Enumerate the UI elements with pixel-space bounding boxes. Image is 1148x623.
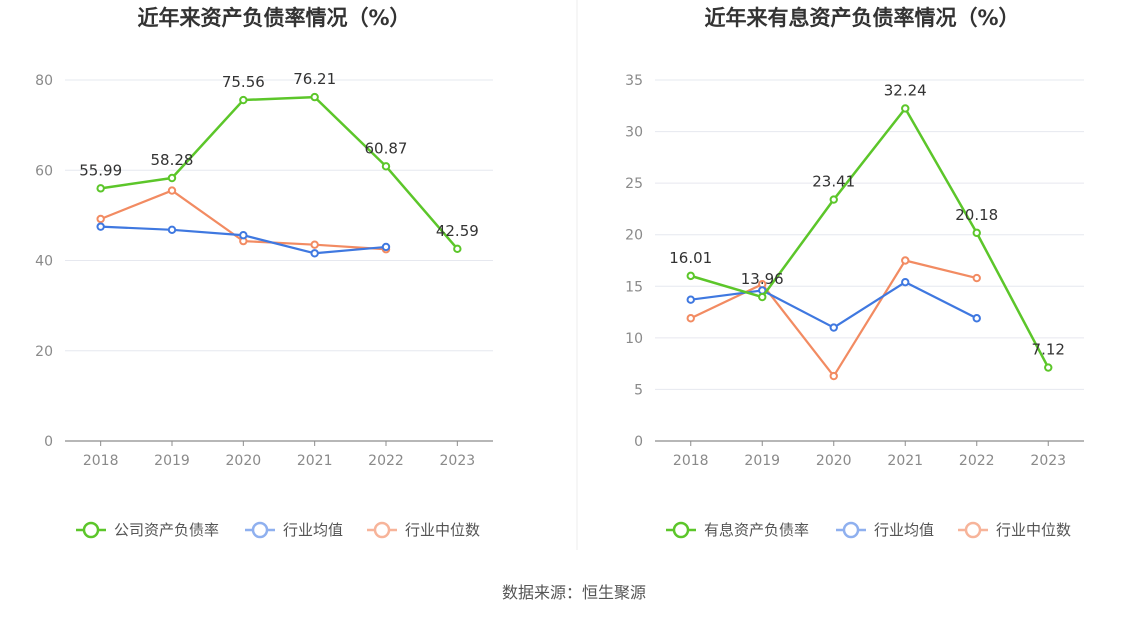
y-tick-label: 35 (625, 73, 643, 89)
y-tick-label: 30 (625, 125, 643, 141)
legend-swatch-marker (672, 521, 690, 539)
series-line-1 (690, 107, 1050, 369)
x-tick-label: 2023 (1030, 453, 1066, 469)
legend-label: 行业均值 (874, 521, 934, 539)
data-point[interactable] (239, 95, 248, 105)
data-label: 16.01 (669, 249, 712, 267)
data-point[interactable] (686, 314, 695, 323)
x-tick-label: 2018 (83, 453, 119, 469)
data-point[interactable] (829, 195, 838, 204)
x-tick-label: 2022 (959, 453, 995, 469)
y-tick-label: 0 (44, 434, 53, 450)
y-tick-label: 0 (634, 434, 643, 450)
legend-label: 行业中位数 (405, 521, 480, 539)
y-tick-label: 15 (625, 279, 643, 295)
data-label: 58.28 (151, 151, 194, 169)
legend-swatch-marker (964, 521, 982, 539)
data-point[interactable] (972, 314, 981, 323)
source-label: 数据来源：恒生聚源 (502, 583, 646, 602)
legend-item-2[interactable]: 行业均值 (245, 521, 343, 539)
data-label: 20.18 (955, 206, 998, 224)
y-tick-label: 25 (625, 176, 643, 192)
data-point[interactable] (686, 295, 695, 304)
data-point[interactable] (167, 225, 177, 235)
y-tick-label: 60 (35, 163, 53, 179)
legend-label: 有息资产负债率 (704, 521, 809, 539)
data-label: 23.41 (812, 173, 855, 191)
data-label: 60.87 (365, 139, 408, 157)
x-tick-label: 2021 (887, 453, 923, 469)
data-label: 13.96 (741, 270, 784, 288)
x-tick-label: 2021 (297, 453, 333, 469)
data-point[interactable] (310, 249, 319, 258)
chart-title: 近年来资产负债率情况（%） (137, 6, 410, 30)
data-point[interactable] (239, 231, 248, 240)
data-point[interactable] (96, 222, 105, 231)
x-tick-label: 2020 (226, 453, 262, 469)
legend-swatch-marker (842, 521, 860, 539)
data-label: 7.12 (1032, 341, 1065, 359)
x-tick-label: 2018 (673, 453, 709, 469)
legend-item-3[interactable]: 行业中位数 (958, 521, 1071, 539)
y-tick-label: 20 (35, 344, 53, 360)
y-tick-label: 10 (625, 331, 643, 347)
data-point[interactable] (310, 240, 319, 249)
data-point[interactable] (901, 277, 910, 287)
data-point[interactable] (829, 371, 838, 381)
data-point[interactable] (829, 323, 838, 332)
data-point[interactable] (453, 244, 462, 254)
legend-item-1[interactable]: 公司资产负债率 (76, 521, 219, 539)
legend-label: 行业中位数 (996, 521, 1071, 539)
data-label: 32.24 (884, 81, 927, 99)
legend-item-2[interactable]: 行业均值 (836, 521, 934, 539)
legend-item-1[interactable]: 有息资产负债率 (666, 521, 809, 539)
data-point[interactable] (901, 104, 910, 113)
data-label: 42.59 (436, 222, 479, 240)
data-point[interactable] (310, 92, 319, 102)
data-point[interactable] (167, 186, 177, 195)
data-point[interactable] (972, 228, 981, 238)
y-tick-label: 40 (35, 254, 53, 270)
data-point[interactable] (758, 292, 767, 302)
data-point[interactable] (901, 256, 910, 265)
y-tick-label: 5 (634, 382, 643, 398)
data-label: 75.56 (222, 73, 265, 91)
legend-item-3[interactable]: 行业中位数 (367, 521, 480, 539)
data-point[interactable] (96, 184, 105, 193)
x-tick-label: 2020 (816, 453, 852, 469)
data-label: 55.99 (79, 161, 122, 179)
data-point[interactable] (686, 271, 695, 281)
x-tick-label: 2019 (744, 453, 780, 469)
legend-swatch-marker (373, 521, 391, 539)
legend-label: 公司资产负债率 (114, 521, 219, 539)
legend-swatch-marker (251, 521, 269, 539)
legend-swatch-marker (82, 521, 100, 539)
x-tick-label: 2019 (154, 453, 190, 469)
legend-label: 行业均值 (283, 521, 343, 539)
data-point[interactable] (381, 242, 391, 252)
y-tick-label: 80 (35, 73, 53, 89)
data-label: 76.21 (293, 70, 336, 88)
data-point[interactable] (167, 173, 177, 183)
x-tick-label: 2022 (368, 453, 404, 469)
series-line-1 (100, 95, 459, 250)
chart-title: 近年来有息资产负债率情况（%） (704, 6, 1019, 30)
data-point[interactable] (381, 162, 391, 171)
y-tick-label: 20 (625, 228, 643, 244)
data-point[interactable] (1044, 363, 1053, 372)
chart-panel-2: 近年来有息资产负债率情况（%） 0 5 10 15 20 25 30 35 2018 2019 202… (625, 6, 1084, 539)
x-tick-label: 2023 (440, 453, 476, 469)
data-point[interactable] (96, 214, 105, 224)
data-point[interactable] (972, 273, 981, 283)
chart-panel-1: 近年来资产负债率情况（%） 0 20 40 60 80 2018 2019 2020 2021 20… (35, 6, 493, 539)
series-line-3 (690, 259, 978, 378)
